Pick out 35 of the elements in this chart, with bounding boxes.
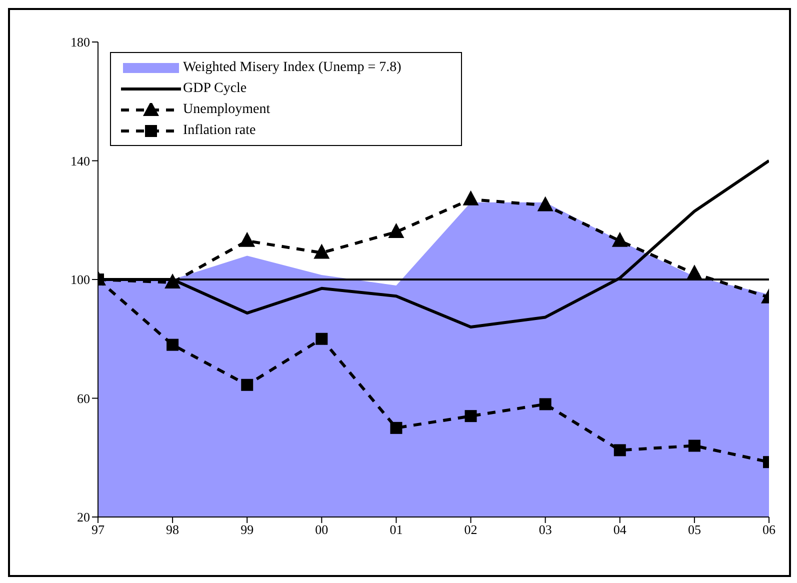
point: [241, 378, 254, 391]
legend-label: GDP Cycle: [183, 80, 247, 96]
x-tick-label: 06: [762, 522, 776, 538]
y-tick-label: 180: [70, 34, 90, 50]
point: [388, 223, 404, 238]
x-tick-label: 98: [166, 522, 180, 538]
x-tick-label: 03: [538, 522, 552, 538]
y-tick-label: 100: [70, 272, 90, 288]
point: [314, 244, 330, 259]
point: [462, 190, 479, 206]
y-tick-label: 140: [70, 153, 90, 168]
point: [686, 264, 702, 280]
point: [164, 273, 181, 288]
legend-label: Weighted Misery Index (Unemp = 7.8): [183, 60, 402, 76]
x-tick-label: 02: [464, 522, 478, 538]
y-tick-label: 20: [77, 510, 90, 525]
point: [166, 338, 179, 351]
y-tick-label: 60: [77, 390, 90, 406]
point: [316, 332, 328, 345]
point: [390, 422, 402, 434]
legend-label: Inflation rate: [183, 122, 256, 138]
point: [614, 444, 626, 456]
legend-label: Unemployment: [183, 102, 270, 118]
point: [539, 398, 552, 410]
point: [688, 440, 700, 452]
x-tick-label: 97: [92, 522, 105, 538]
point: [239, 232, 256, 247]
x-tick-label: 05: [688, 522, 701, 538]
x-tick-label: 04: [613, 522, 627, 538]
point: [612, 232, 628, 247]
x-tick-label: 01: [390, 522, 403, 538]
x-tick-label: 99: [240, 522, 254, 538]
point: [464, 410, 477, 422]
x-tick-label: 00: [315, 522, 328, 538]
point: [537, 196, 554, 212]
